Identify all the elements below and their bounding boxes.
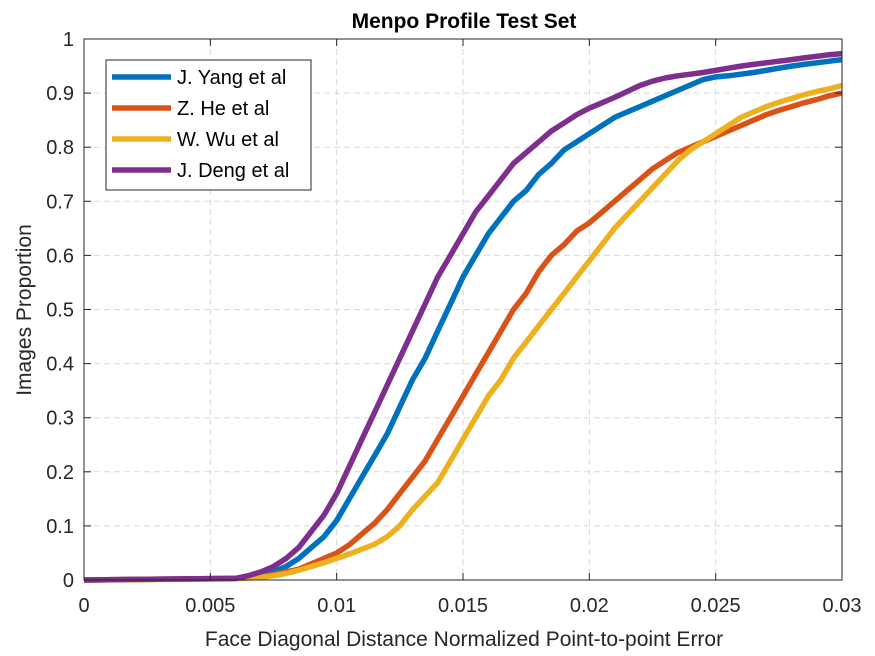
x-tick-label: 0.03 (823, 595, 862, 617)
series-layer (83, 50, 843, 583)
y-axis-label: Images Proportion (13, 224, 36, 396)
series-line-2 (83, 90, 843, 583)
y-tick-label: 0.4 (46, 354, 74, 376)
ticks (83, 38, 843, 581)
legend-label: J. Deng et al (177, 160, 289, 182)
x-tick-label: 0.025 (691, 595, 741, 617)
y-tick-label: 0.8 (46, 137, 74, 159)
y-tick-label: 0 (63, 570, 74, 592)
y-tick-label: 1 (63, 29, 74, 51)
chart-title: Menpo Profile Test Set (352, 10, 577, 33)
x-tick-label: 0.01 (317, 595, 356, 617)
x-tick-label: 0 (78, 595, 89, 617)
tick-labels: 0 0.005 0.01 0.015 0.02 0.025 0.03 0 0.1 0.2 0.3 0.… (46, 29, 861, 617)
x-tick-label: 0.005 (185, 595, 235, 617)
y-tick-label: 0.6 (46, 245, 74, 267)
y-tick-label: 0.5 (46, 300, 74, 322)
x-tick-label: 0.015 (438, 595, 488, 617)
grid (84, 39, 842, 580)
y-tick-label: 0.9 (46, 83, 74, 105)
series-line-3 (83, 82, 843, 583)
series-line-1 (83, 56, 843, 583)
y-tick-label: 0.1 (46, 516, 74, 538)
y-tick-label: 0.2 (46, 462, 74, 484)
legend: J. Yang et al Z. He et al W. Wu et al J. De… (105, 59, 312, 191)
legend-label: W. Wu et al (177, 129, 279, 151)
y-tick-label: 0.3 (46, 408, 74, 430)
legend-label: Z. He et al (177, 98, 269, 120)
series-line-4 (83, 50, 843, 583)
x-tick-label: 0.02 (570, 595, 609, 617)
x-axis-label: Face Diagonal Distance Normalized Point-… (205, 628, 723, 651)
y-tick-label: 0.7 (46, 191, 74, 213)
legend-label: J. Yang et al (177, 67, 286, 89)
